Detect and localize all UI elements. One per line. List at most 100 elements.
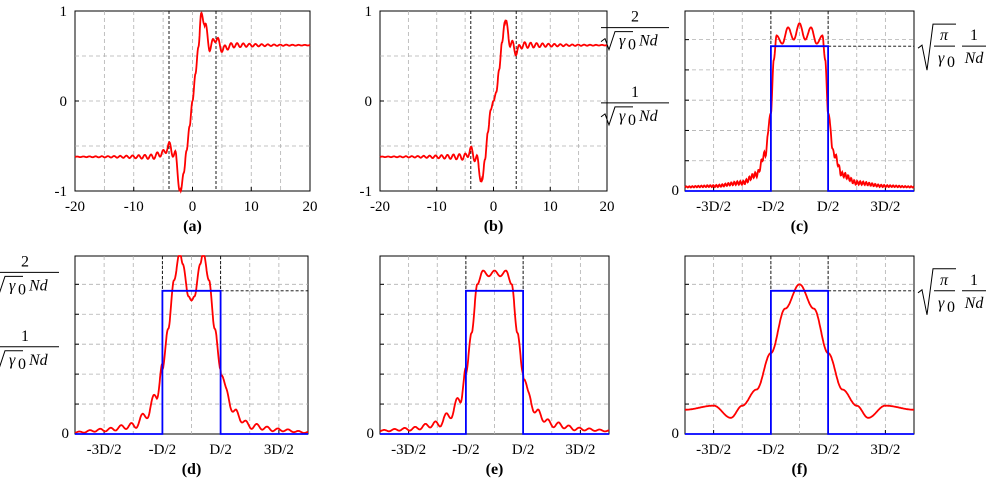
x-tick-label: -3D/2 bbox=[391, 442, 426, 458]
x-tick-label: -D/2 bbox=[452, 442, 480, 458]
rect-function-line bbox=[75, 289, 308, 435]
x-tick-label: -3D/2 bbox=[696, 199, 731, 215]
series-line bbox=[379, 19, 608, 183]
nd-symbol: Nd bbox=[964, 50, 985, 67]
x-tick-label: -D/2 bbox=[757, 442, 785, 458]
nd-symbol: Nd bbox=[28, 352, 49, 369]
x-tick-label: -D/2 bbox=[757, 199, 785, 215]
panel-caption: (a) bbox=[183, 218, 202, 235]
x-tick-label: 20 bbox=[303, 199, 318, 215]
y-tick-label: 0 bbox=[62, 426, 70, 442]
nd-symbol: Nd bbox=[28, 277, 49, 294]
sqrt-sign bbox=[600, 31, 633, 52]
series-line bbox=[74, 11, 311, 194]
panel-a: -20 -10 0 10 20-101(a) bbox=[55, 4, 318, 235]
sqrt-sign bbox=[917, 23, 956, 71]
y-tick-label: 0 bbox=[672, 426, 680, 442]
y-tick-label: 1 bbox=[365, 4, 373, 20]
x-tick-label: -3D/2 bbox=[696, 442, 731, 458]
gamma-symbol: γ bbox=[9, 277, 16, 294]
x-tick-label: D/2 bbox=[817, 442, 840, 458]
gamma-symbol: γ bbox=[938, 295, 945, 312]
plot-frame bbox=[684, 255, 915, 435]
x-tick-label: -10 bbox=[124, 199, 144, 215]
panel-caption: (f) bbox=[792, 461, 808, 478]
plot-frame bbox=[74, 255, 309, 435]
x-tick-label: -20 bbox=[65, 199, 85, 215]
x-tick-label: D/2 bbox=[209, 442, 232, 458]
gamma-symbol: γ bbox=[619, 33, 626, 50]
gamma-symbol: γ bbox=[938, 50, 945, 67]
nd-symbol: Nd bbox=[964, 295, 985, 312]
fraction-numerator: 2 bbox=[631, 9, 639, 26]
y-tick-label: 0 bbox=[672, 183, 680, 199]
series-line bbox=[685, 283, 914, 419]
x-tick-label: 20 bbox=[600, 199, 615, 215]
rect-function-line bbox=[685, 45, 914, 192]
series-line bbox=[684, 22, 915, 189]
x-tick-label: D/2 bbox=[512, 442, 535, 458]
y-tick-label: 0 bbox=[365, 94, 373, 110]
gamma-subscript: 0 bbox=[18, 281, 26, 298]
x-tick-label: 0 bbox=[189, 199, 197, 215]
plot-frame bbox=[379, 255, 610, 435]
nd-symbol: Nd bbox=[638, 33, 659, 50]
panel-caption: (d) bbox=[182, 461, 202, 478]
plot-frame bbox=[684, 10, 915, 192]
y-fraction-label: 1γ 0 Nd bbox=[0, 328, 59, 373]
gamma-symbol: γ bbox=[619, 108, 626, 125]
panel-caption: (e) bbox=[486, 461, 504, 478]
y-fraction-label: 2γ 0 Nd bbox=[600, 9, 669, 54]
y-tick-label: 1 bbox=[60, 4, 68, 20]
gamma-subscript: 0 bbox=[947, 299, 955, 316]
y-tick-label: -1 bbox=[360, 184, 373, 200]
series-line bbox=[379, 269, 610, 433]
x-tick-label: -D/2 bbox=[149, 442, 177, 458]
gamma-subscript: 0 bbox=[947, 54, 955, 71]
y-fraction-label: 1γ 0 Nd bbox=[600, 84, 669, 129]
rect-function-line bbox=[380, 289, 609, 435]
right-sqrt-label: πγ 01 Nd bbox=[917, 268, 986, 316]
gamma-subscript: 0 bbox=[628, 112, 636, 129]
y-tick-label: -1 bbox=[55, 184, 68, 200]
x-tick-label: 0 bbox=[490, 199, 498, 215]
right-sqrt-label: πγ 01 Nd bbox=[917, 23, 986, 71]
gamma-symbol: γ bbox=[9, 352, 16, 369]
x-tick-label: -3D/2 bbox=[87, 442, 122, 458]
x-tick-label: 3D/2 bbox=[870, 442, 900, 458]
sqrt-sign bbox=[600, 106, 633, 127]
nd-symbol: Nd bbox=[638, 108, 659, 125]
sqrt-sign bbox=[0, 275, 23, 293]
rect-function-line bbox=[685, 289, 914, 435]
x-tick-label: D/2 bbox=[817, 199, 840, 215]
x-tick-label: 10 bbox=[543, 199, 558, 215]
panel-caption: (c) bbox=[791, 218, 809, 235]
y-tick-label: 0 bbox=[60, 94, 68, 110]
gamma-subscript: 0 bbox=[628, 37, 636, 54]
x-tick-label: -10 bbox=[427, 199, 447, 215]
fraction-numerator: 1 bbox=[631, 84, 639, 101]
panel-caption: (b) bbox=[484, 218, 504, 235]
panel-e: -3D/2 -D/2 D/2 3D/2 0 (e) bbox=[367, 255, 610, 478]
sqrt-sign bbox=[0, 350, 23, 368]
pi-symbol: π bbox=[940, 272, 949, 289]
fraction-numerator: 1 bbox=[970, 27, 978, 44]
fraction-numerator: 2 bbox=[21, 253, 29, 270]
x-tick-label: 3D/2 bbox=[870, 199, 900, 215]
x-tick-label: 10 bbox=[244, 199, 259, 215]
panel-b: -20 -10 0 10 20-101(b) bbox=[360, 4, 615, 235]
series-line bbox=[74, 255, 309, 434]
y-tick-label: 0 bbox=[367, 426, 375, 442]
pi-symbol: π bbox=[940, 27, 949, 44]
fraction-numerator: 1 bbox=[970, 272, 978, 289]
x-tick-label: 3D/2 bbox=[565, 442, 595, 458]
y-fraction-label: 2γ 0 Nd bbox=[0, 253, 59, 298]
sqrt-sign bbox=[917, 268, 956, 315]
gamma-subscript: 0 bbox=[18, 356, 26, 373]
x-tick-label: -20 bbox=[370, 199, 390, 215]
fraction-numerator: 1 bbox=[21, 328, 29, 345]
